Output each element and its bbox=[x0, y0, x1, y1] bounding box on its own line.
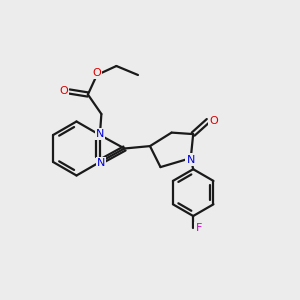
Text: N: N bbox=[187, 154, 195, 165]
Text: F: F bbox=[195, 223, 202, 233]
Text: O: O bbox=[59, 86, 68, 97]
Text: O: O bbox=[92, 68, 101, 78]
Text: N: N bbox=[97, 158, 105, 168]
Text: N: N bbox=[96, 129, 104, 139]
Text: O: O bbox=[209, 116, 218, 126]
